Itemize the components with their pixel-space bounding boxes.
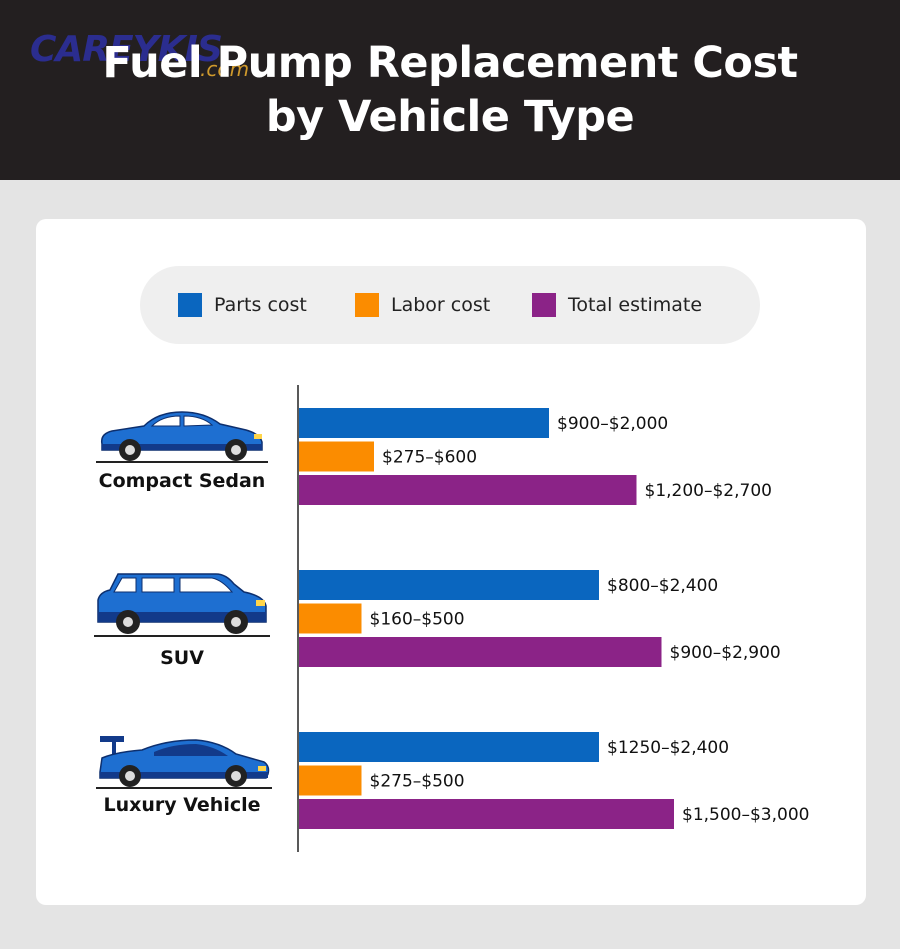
vehicle-label-luxury-vehicle: Luxury Vehicle: [103, 794, 261, 816]
legend-swatch-total: [532, 293, 556, 317]
data-label-total-1: $900–$2,900: [670, 643, 781, 663]
legend: Parts cost Labor cost Total estimate: [140, 266, 760, 344]
legend-item-parts: Parts cost: [178, 266, 307, 344]
data-label-parts-1: $800–$2,400: [607, 576, 718, 596]
bar-labor-2: [299, 765, 362, 796]
bar-total-0: [299, 475, 637, 505]
data-label-parts-0: $900–$2,000: [557, 414, 668, 434]
data-label-labor-2: $275–$500: [370, 772, 465, 792]
brand-logo: CAREYKIS .com: [30, 30, 280, 90]
legend-swatch-labor: [355, 293, 379, 317]
data-label-parts-2: $1250–$2,400: [607, 738, 729, 758]
data-label-labor-0: $275–$600: [382, 448, 477, 468]
bar-labor-1: [299, 603, 362, 634]
header-banner: CAREYKIS .com Fuel Pump Replacement Cost…: [0, 0, 900, 180]
chart-title-line-2: by Vehicle Type: [265, 92, 635, 142]
logo-wordmark: CAREYKIS: [30, 29, 223, 70]
legend-label-total: Total estimate: [568, 294, 703, 316]
bar-total-1: [299, 637, 662, 667]
bar-total-2: [299, 799, 674, 829]
legend-label-parts: Parts cost: [214, 294, 307, 316]
bar-parts-2: [299, 732, 599, 762]
legend-item-labor: Labor cost: [355, 266, 490, 344]
data-label-total-2: $1,500–$3,000: [682, 805, 809, 825]
legend-item-total: Total estimate: [532, 266, 702, 344]
logo-domain: .com: [200, 57, 250, 81]
data-label-labor-1: $160–$500: [370, 610, 465, 630]
sports-car-icon: [96, 736, 272, 789]
vehicle-label-suv: SUV: [160, 647, 204, 669]
bar-labor-0: [299, 441, 374, 472]
sedan-car-icon: [96, 411, 268, 463]
vehicle-label-compact-sedan: Compact Sedan: [98, 470, 266, 492]
chart-title: Fuel Pump Replacement Cost by Vehicle Ty…: [0, 36, 900, 144]
legend-label-labor: Labor cost: [391, 294, 491, 316]
legend-swatch-parts: [178, 293, 202, 317]
data-label-total-0: $1,200–$2,700: [645, 481, 772, 501]
bar-parts-1: [299, 570, 599, 600]
suv-car-icon: [94, 573, 270, 637]
bar-parts-0: [299, 408, 549, 438]
chart-title-line-1: Fuel Pump Replacement Cost: [102, 38, 798, 88]
